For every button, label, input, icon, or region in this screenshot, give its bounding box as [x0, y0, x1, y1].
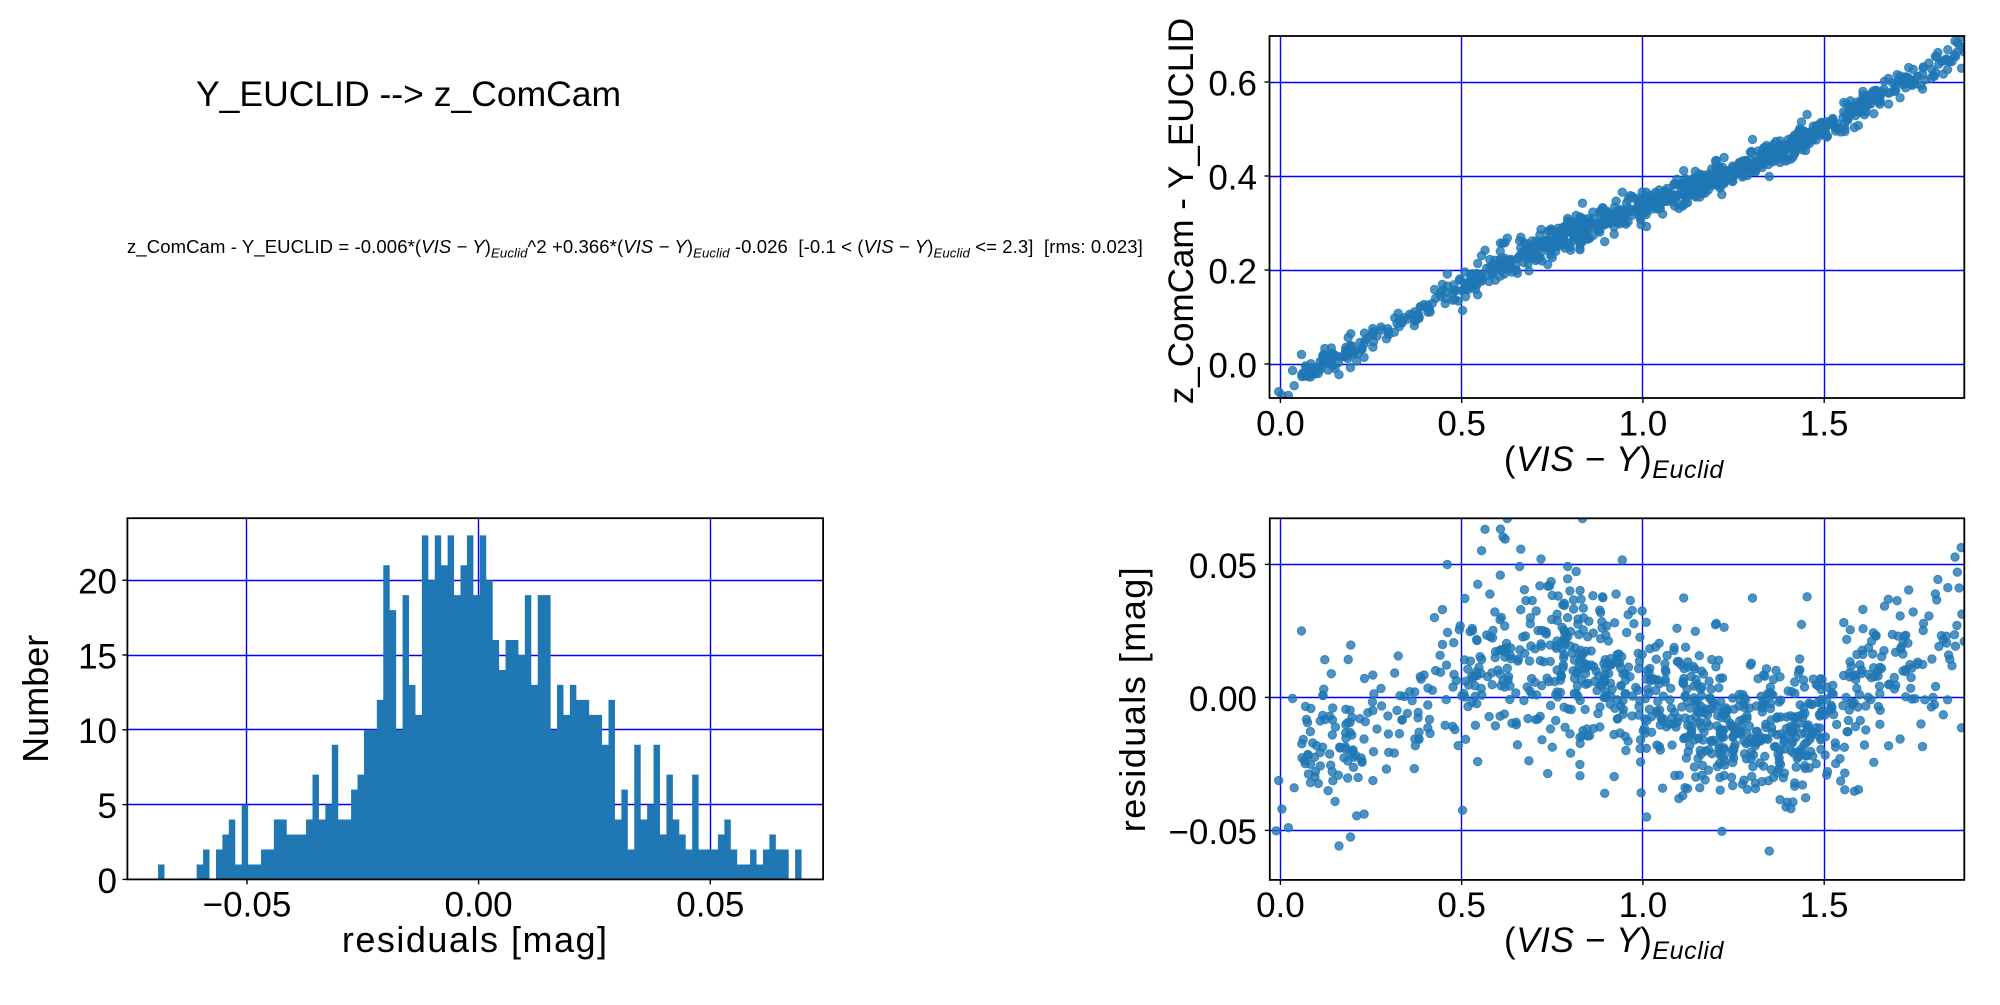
svg-text:15: 15: [78, 637, 117, 676]
svg-text:(VIS − Y)Euclid: (VIS − Y)Euclid: [1504, 440, 1725, 484]
svg-text:10: 10: [78, 712, 117, 751]
svg-text:z_ComCam - Y_EUCLID: z_ComCam - Y_EUCLID: [1162, 18, 1201, 404]
svg-text:0.05: 0.05: [1189, 547, 1257, 586]
svg-text:−0.05: −0.05: [1168, 813, 1257, 852]
svg-text:Number: Number: [15, 635, 56, 763]
svg-text:z_ComCam - Y_EUCLID = -0.006*(: z_ComCam - Y_EUCLID = -0.006*(VIS − Y)Eu…: [127, 236, 1143, 261]
svg-text:0.05: 0.05: [676, 886, 744, 925]
svg-text:1.0: 1.0: [1619, 886, 1668, 925]
svg-text:0.6: 0.6: [1208, 64, 1257, 103]
svg-text:0.5: 0.5: [1437, 404, 1486, 443]
svg-text:Y_EUCLID --> z_ComCam: Y_EUCLID --> z_ComCam: [196, 74, 621, 114]
svg-text:20: 20: [78, 563, 117, 602]
svg-text:(VIS − Y)Euclid: (VIS − Y)Euclid: [1504, 921, 1725, 965]
svg-text:0.0: 0.0: [1256, 886, 1305, 925]
svg-text:0.2: 0.2: [1208, 252, 1257, 291]
svg-text:0.0: 0.0: [1208, 346, 1257, 385]
svg-text:0.0: 0.0: [1256, 404, 1305, 443]
svg-text:1.5: 1.5: [1800, 886, 1849, 925]
svg-text:5: 5: [98, 787, 117, 826]
svg-text:0.00: 0.00: [445, 886, 513, 925]
svg-text:0.4: 0.4: [1208, 158, 1257, 197]
svg-text:0.00: 0.00: [1189, 680, 1257, 719]
svg-text:residuals [mag]: residuals [mag]: [1112, 566, 1153, 833]
svg-text:1.5: 1.5: [1800, 404, 1849, 443]
svg-text:−0.05: −0.05: [203, 886, 292, 925]
svg-text:0.5: 0.5: [1437, 886, 1486, 925]
svg-text:residuals [mag]: residuals [mag]: [342, 919, 609, 960]
svg-text:0: 0: [98, 862, 117, 901]
svg-text:1.0: 1.0: [1619, 404, 1668, 443]
